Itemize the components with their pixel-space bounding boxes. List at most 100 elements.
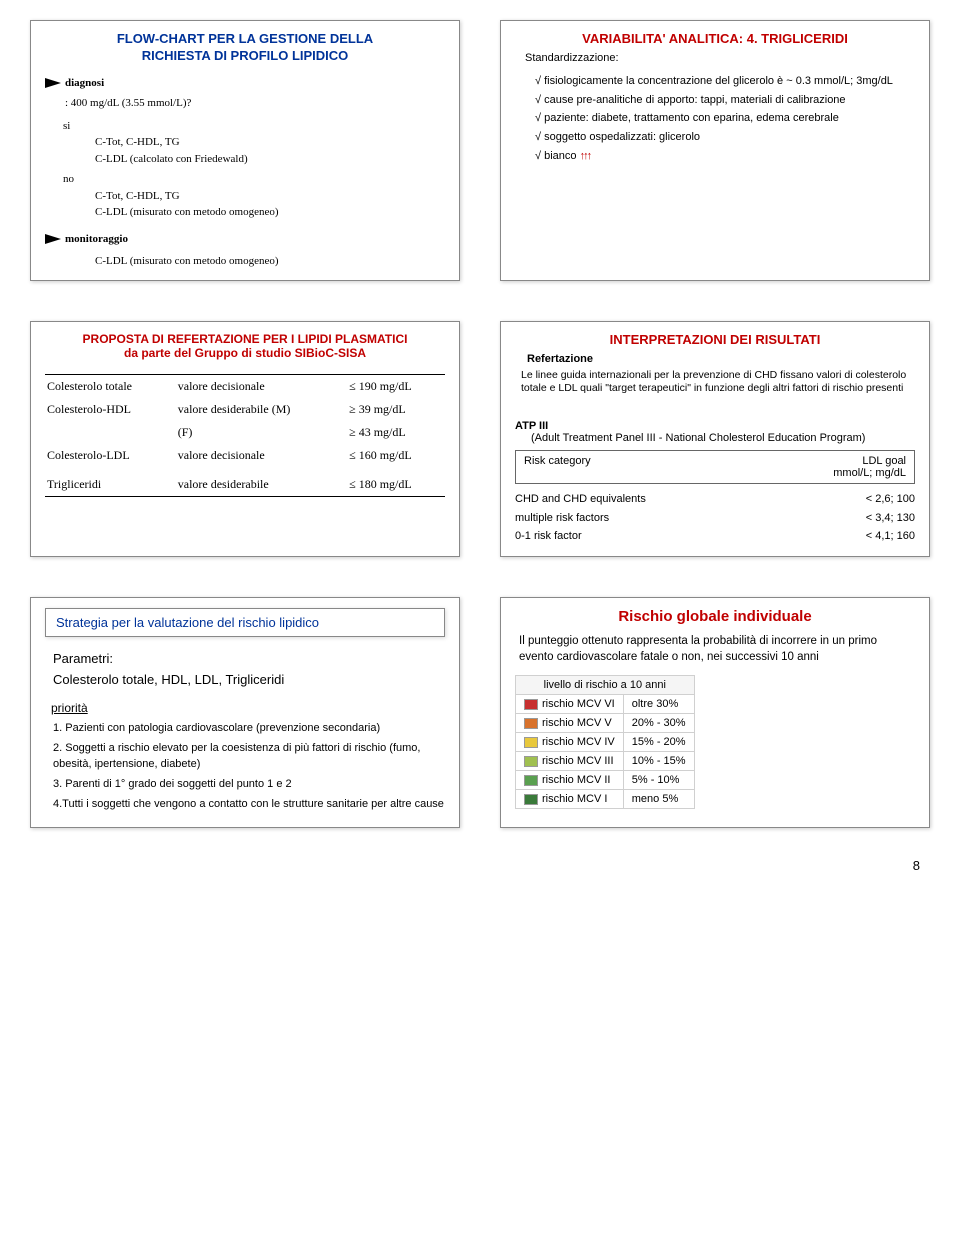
- tick-item: paziente: diabete, trattamento con epari…: [535, 109, 915, 128]
- up-arrows-icon: ↑↑↑: [580, 150, 591, 162]
- av: < 2,6; 100: [866, 490, 915, 509]
- strategia-title: Strategia per la valutazione del rischio…: [56, 615, 434, 630]
- atp-block: ATP III (Adult Treatment Panel III - Nat…: [515, 420, 915, 444]
- risk-row: rischio MCV IV15% - 20%: [516, 733, 695, 752]
- risk-value: 20% - 30%: [623, 714, 694, 733]
- parametri-block: Parametri: Colesterolo totale, HDL, LDL,…: [53, 651, 445, 687]
- risk-label: rischio MCV II: [516, 771, 624, 790]
- c: [45, 421, 176, 444]
- tick-list: fisiologicamente la concentrazione del g…: [535, 72, 915, 165]
- pi: 2. Soggetti a rischio elevato per la coe…: [53, 741, 445, 773]
- c: ≤ 160 mg/dL: [347, 444, 445, 467]
- si-l2: C-LDL (calcolato con Friedewald): [95, 151, 445, 168]
- c: ≤ 190 mg/dL: [347, 374, 445, 398]
- standardizzazione-label: Standardizzazione:: [525, 52, 915, 64]
- c: valore decisionale: [176, 374, 347, 398]
- c: Colesterolo-LDL: [45, 444, 176, 467]
- proposta-title: PROPOSTA DI REFERTAZIONE PER I LIPIDI PL…: [45, 332, 445, 360]
- box-right: LDL goal mmol/L; mg/dL: [833, 455, 906, 479]
- c: (F): [176, 421, 347, 444]
- atp-l2: (Adult Treatment Panel III - National Ch…: [531, 432, 865, 444]
- no-label: no: [63, 171, 445, 188]
- al: multiple risk factors: [515, 509, 609, 528]
- param-val: Colesterolo totale, HDL, LDL, Trigliceri…: [53, 672, 445, 687]
- c: Colesterolo totale: [45, 374, 176, 398]
- si-l1: C-Tot, C-HDL, TG: [95, 134, 445, 151]
- row3: Strategia per la valutazione del rischio…: [30, 597, 930, 828]
- color-swatch: [524, 737, 538, 748]
- t2: RICHIESTA DI PROFILO LIPIDICO: [142, 48, 349, 63]
- strategia-panel: Strategia per la valutazione del rischio…: [30, 597, 460, 828]
- row2: PROPOSTA DI REFERTAZIONE PER I LIPIDI PL…: [30, 321, 930, 557]
- no-l2: C-LDL (misurato con metodo omogeneo): [95, 204, 445, 221]
- threshold: : 400 mg/dL (3.55 mmol/L)?: [65, 95, 445, 112]
- risk-row: rischio MCV VIoltre 30%: [516, 695, 695, 714]
- bianco-text: bianco: [544, 150, 576, 162]
- atp-l1: ATP III: [515, 420, 548, 432]
- risk-value: 15% - 20%: [623, 733, 694, 752]
- tick-item: bianco ↑↑↑: [535, 147, 915, 166]
- risk-label: rischio MCV III: [516, 752, 624, 771]
- br1: LDL goal: [862, 455, 906, 467]
- strategia-heading: Strategia per la valutazione del rischio…: [45, 608, 445, 637]
- al: 0-1 risk factor: [515, 527, 582, 546]
- rischio-body: Il punteggio ottenuto rappresenta la pro…: [519, 633, 911, 665]
- pi: 4.Tutti i soggetti che vengono a contatt…: [53, 797, 445, 813]
- c: valore desiderabile: [176, 467, 347, 497]
- pi: 3. Parenti di 1° grado dei soggetti del …: [53, 777, 445, 793]
- risk-label: rischio MCV I: [516, 790, 624, 809]
- av: < 3,4; 130: [866, 509, 915, 528]
- flowchart-panel: FLOW-CHART PER LA GESTIONE DELLA RICHIES…: [30, 20, 460, 281]
- tick-item: soggetto ospedalizzati: glicerolo: [535, 128, 915, 147]
- c: valore decisionale: [176, 444, 347, 467]
- pt2: da parte del Gruppo di studio SIBioC-SIS…: [124, 346, 366, 360]
- br2: mmol/L; mg/dL: [833, 467, 906, 479]
- risk-th: livello di rischio a 10 anni: [516, 676, 695, 695]
- arrow-icon: [45, 78, 61, 88]
- diagnosi-label: diagnosi: [65, 77, 104, 89]
- c: ≥ 39 mg/dL: [347, 398, 445, 421]
- priority-list: 1. Pazienti con patologia cardiovascolar…: [53, 721, 445, 813]
- risk-row: rischio MCV III10% - 15%: [516, 752, 695, 771]
- row1: FLOW-CHART PER LA GESTIONE DELLA RICHIES…: [30, 20, 930, 281]
- page-number: 8: [30, 858, 930, 873]
- refert-label: Refertazione: [527, 353, 915, 365]
- box-left: Risk category: [524, 455, 591, 479]
- c: ≤ 180 mg/dL: [347, 467, 445, 497]
- risk-label: rischio MCV V: [516, 714, 624, 733]
- interpretazioni-title: INTERPRETAZIONI DEI RISULTATI: [515, 332, 915, 347]
- al: CHD and CHD equivalents: [515, 490, 646, 509]
- risk-value: 10% - 15%: [623, 752, 694, 771]
- arrow-icon: [45, 234, 61, 244]
- rischio-panel: Rischio globale individuale Il punteggio…: [500, 597, 930, 828]
- refert-body: Le linee guida internazionali per la pre…: [521, 369, 915, 396]
- risk-label: rischio MCV VI: [516, 695, 624, 714]
- color-swatch: [524, 699, 538, 710]
- atp-header-box: Risk category LDL goal mmol/L; mg/dL: [515, 450, 915, 484]
- variabilita-title: VARIABILITA' ANALITICA: 4. TRIGLICERIDI: [515, 31, 915, 46]
- t1: FLOW-CHART PER LA GESTIONE DELLA: [117, 31, 373, 46]
- variabilita-panel: VARIABILITA' ANALITICA: 4. TRIGLICERIDI …: [500, 20, 930, 281]
- tick-item: fisiologicamente la concentrazione del g…: [535, 72, 915, 91]
- color-swatch: [524, 756, 538, 767]
- pi: 1. Pazienti con patologia cardiovascolar…: [53, 721, 445, 737]
- risk-value: 5% - 10%: [623, 771, 694, 790]
- tick-item: cause pre-analitiche di apporto: tappi, …: [535, 91, 915, 110]
- proposta-panel: PROPOSTA DI REFERTAZIONE PER I LIPIDI PL…: [30, 321, 460, 557]
- av: < 4,1; 160: [866, 527, 915, 546]
- color-swatch: [524, 775, 538, 786]
- risk-value: oltre 30%: [623, 695, 694, 714]
- c: valore desiderabile (M): [176, 398, 347, 421]
- monitor-label: monitoraggio: [65, 233, 128, 245]
- risk-row: rischio MCV Imeno 5%: [516, 790, 695, 809]
- risk-row: rischio MCV II5% - 10%: [516, 771, 695, 790]
- c: Trigliceridi: [45, 467, 176, 497]
- risk-row: rischio MCV V20% - 30%: [516, 714, 695, 733]
- mon-l1: C-LDL (misurato con metodo omogeneo): [95, 253, 445, 270]
- param-label: Parametri:: [53, 651, 445, 666]
- pt1: PROPOSTA DI REFERTAZIONE PER I LIPIDI PL…: [83, 332, 408, 346]
- color-swatch: [524, 718, 538, 729]
- reference-table: Colesterolo totalevalore decisionale≤ 19…: [45, 374, 445, 497]
- interpretazioni-panel: INTERPRETAZIONI DEI RISULTATI Refertazio…: [500, 321, 930, 557]
- flow-body: diagnosi : 400 mg/dL (3.55 mmol/L)? si C…: [45, 75, 445, 270]
